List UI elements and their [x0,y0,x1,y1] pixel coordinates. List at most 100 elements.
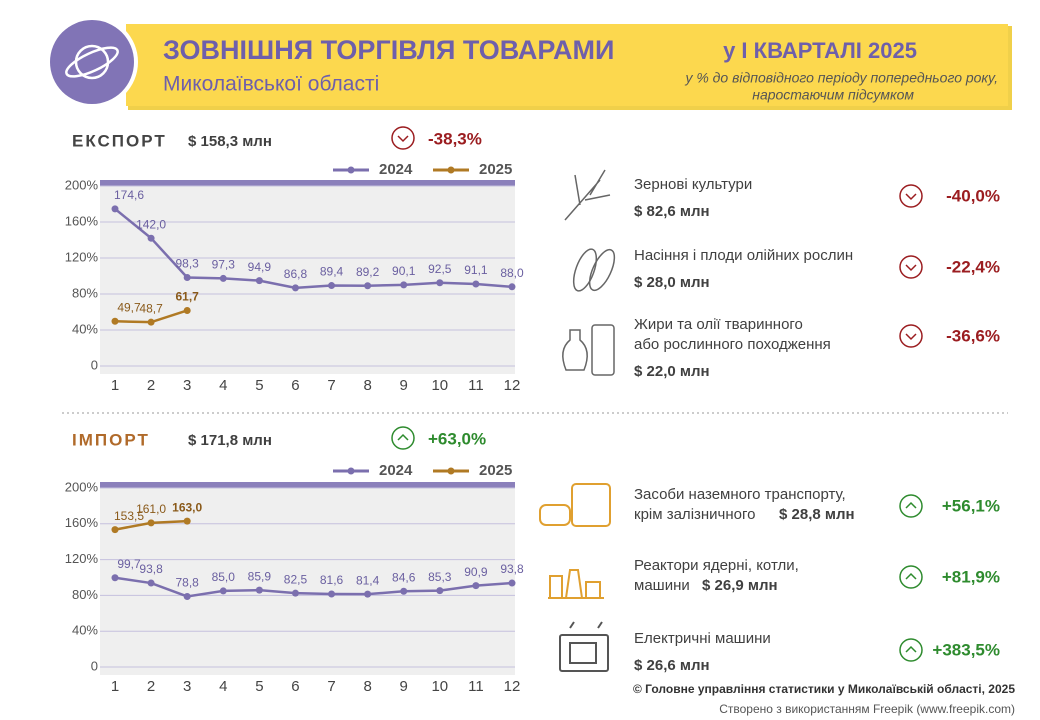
value-label: 98,3 [176,257,200,271]
section-label: ЕКСПОРТ [72,131,167,150]
point [147,318,155,326]
x-tick-label: 9 [400,678,408,695]
x-tick-label: 5 [255,377,263,394]
region: Миколаївської області [163,73,379,96]
x-tick-label: 3 [183,377,191,394]
point [147,519,155,527]
change-arrow [905,264,917,272]
point [364,282,372,290]
plot-top-band [100,482,515,488]
value-label: 85,3 [428,570,452,584]
x-tick-label: 12 [504,377,521,394]
x-tick-label: 11 [468,377,484,394]
series-line [114,207,513,290]
section-change: +63,0% [428,429,486,448]
value-label: 89,2 [356,265,380,279]
y-tick-label: 160% [65,213,99,228]
value-label: 163,0 [172,500,202,514]
item-value: $ 28,8 млн [779,506,855,523]
point [400,281,408,289]
point [472,280,480,288]
legend-label: 2024 [379,161,413,178]
plot-top-band [100,180,515,186]
value-label: 86,8 [284,267,308,281]
change-arrow [905,645,917,653]
plot-area [100,488,515,675]
icon-electric [559,621,609,672]
legend-marker [447,467,455,475]
value-label: 49,7 [117,300,141,314]
value-label: 90,9 [464,565,488,579]
item-change: +383,5% [932,640,1000,659]
item-name: машини [634,577,690,594]
value-label: 81,4 [356,573,380,587]
change-icon [899,494,923,518]
x-tick-label: 6 [291,678,299,695]
change-arrow [905,572,917,580]
legend-marker [447,166,455,174]
point [291,589,299,597]
value-label: 161,0 [136,502,166,516]
point [183,274,191,282]
value-label: 89,4 [320,265,344,279]
point [508,283,516,291]
item-name: Реактори ядерні, котли, [634,557,799,574]
value-label: 81,6 [320,573,344,587]
y-tick-label: 160% [65,515,99,530]
item-value: $ 26,9 млн [702,577,778,594]
section-change: -38,3% [428,129,482,148]
footer: Створено з використанням Freepik (www.fr… [719,702,1015,716]
item-change: +81,9% [942,567,1000,586]
x-tick-label: 10 [431,678,448,695]
x-tick-label: 7 [327,678,335,695]
legend-marker [347,166,355,174]
point [328,590,336,598]
item-name: Електричні машини [634,630,771,647]
x-tick-label: 8 [363,678,371,695]
x-tick-label: 4 [219,377,227,394]
x-tick-label: 1 [111,678,119,695]
y-tick-label: 40% [72,321,98,336]
value-label: 90,1 [392,264,416,278]
point [291,284,299,292]
value-label: 82,5 [284,572,308,586]
item-name: Зернові культури [634,176,752,193]
change-icon [899,255,923,279]
point [183,517,191,525]
point [436,279,444,287]
value-label: 88,0 [500,266,524,280]
x-tick-label: 9 [400,377,408,394]
value-label: 91,1 [464,263,488,277]
value-label: 85,9 [248,569,272,583]
item-change: +56,1% [942,496,1000,515]
period: у І КВАРТАЛІ 2025 [723,38,917,63]
point [183,592,191,600]
title: ЗОВНІШНЯ ТОРГІВЛЯ ТОВАРАМИ [163,35,614,65]
value-label: 93,8 [139,562,163,576]
item-name: крім залізничного [634,506,756,523]
logo-globe [65,44,119,80]
item-value: $ 22,0 млн [634,363,710,380]
value-label: 85,0 [212,570,236,584]
note: наростаючим підсумком [752,87,914,103]
plot-area [100,186,515,374]
point [436,587,444,595]
change-icon [899,324,923,348]
item-change: -40,0% [946,186,1000,205]
item-value: $ 28,0 млн [634,274,710,291]
change-icon [899,638,923,662]
value-label: 78,8 [176,576,200,590]
legend-label: 2025 [479,462,512,479]
value-label: 93,8 [500,562,524,576]
point [508,579,516,587]
point [111,317,119,325]
change-icon [899,184,923,208]
x-tick-label: 4 [219,678,227,695]
value-label: 142,0 [136,217,166,231]
logo [50,20,134,104]
x-tick-label: 8 [363,377,371,394]
series-line [114,576,513,598]
item-change: -22,4% [946,257,1000,276]
point [147,579,155,587]
icon-wheat [564,169,611,221]
